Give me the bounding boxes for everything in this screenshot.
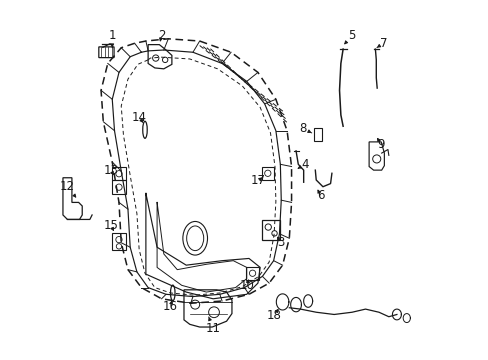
Text: 15: 15 (103, 219, 118, 232)
Text: 10: 10 (239, 279, 254, 292)
Text: 4: 4 (298, 158, 308, 171)
Text: 1: 1 (108, 29, 116, 48)
Bar (314, 128, 322, 140)
Text: 3: 3 (276, 236, 284, 249)
Text: 7: 7 (376, 37, 386, 50)
Text: 9: 9 (377, 138, 384, 150)
Text: 12: 12 (60, 180, 76, 197)
Text: 5: 5 (344, 29, 355, 44)
Text: 8: 8 (299, 122, 311, 135)
Bar (262, 220, 280, 240)
Text: 6: 6 (316, 189, 324, 202)
Bar (245, 266, 259, 280)
Text: 18: 18 (265, 309, 281, 322)
Text: 16: 16 (163, 300, 178, 313)
Text: 17: 17 (250, 174, 265, 188)
Bar (112, 167, 125, 180)
Text: 14: 14 (131, 111, 146, 124)
Text: 2: 2 (158, 29, 165, 42)
Bar (261, 167, 274, 180)
Bar (112, 233, 125, 250)
Text: 13: 13 (103, 164, 118, 177)
Bar (112, 180, 125, 194)
Text: 11: 11 (205, 317, 220, 335)
